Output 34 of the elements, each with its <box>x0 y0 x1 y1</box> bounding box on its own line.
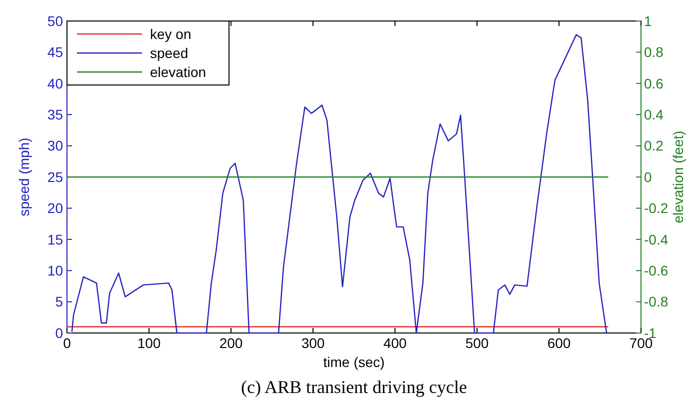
legend-label: key on <box>150 26 192 42</box>
y2-tick-label: 0.4 <box>644 106 664 122</box>
y-tick-label: 25 <box>47 168 64 185</box>
legend-label: speed <box>150 44 188 61</box>
y-axis-title: speed (mph) <box>16 138 32 216</box>
y-tick-label: 45 <box>47 44 64 60</box>
legend-label: elevation <box>150 64 206 80</box>
x-tick-label: 600 <box>547 335 571 351</box>
y2-tick-label: 1 <box>644 12 652 29</box>
x-tick-label: 200 <box>219 335 243 351</box>
y2-tick-label: -0.2 <box>644 200 668 216</box>
x-tick-label: 400 <box>383 335 407 351</box>
text: (c) ARB transient driving cycle <box>241 377 467 397</box>
y-tick-label: 15 <box>47 231 64 248</box>
y-tick-label: 50 <box>47 12 64 29</box>
y-tick-label: 5 <box>55 294 64 310</box>
x-tick-label: 500 <box>465 335 489 351</box>
y2-tick-label: -0.8 <box>644 294 668 310</box>
y2-tick-label: 0 <box>644 168 652 185</box>
y2-tick-label: -0.6 <box>644 262 668 278</box>
y-tick-label: 30 <box>47 138 64 154</box>
y-tick-label: 0 <box>55 324 64 341</box>
y-tick-label: 40 <box>47 75 64 92</box>
y-tick-label: 20 <box>47 200 64 216</box>
x-tick-label: 100 <box>137 335 161 351</box>
x-tick-label: 300 <box>301 335 325 351</box>
y-tick-label: 35 <box>47 106 64 122</box>
x-axis-title: time (sec) <box>323 354 385 370</box>
y2-tick-label: -0.4 <box>644 231 668 248</box>
y2-tick-label: 0.6 <box>644 75 664 92</box>
y2-axis-title: elevation (feet) <box>670 130 686 224</box>
y-tick-label: 10 <box>47 262 64 278</box>
y2-tick-label: 0.8 <box>644 44 664 60</box>
y2-tick-label: 0.2 <box>644 138 664 154</box>
